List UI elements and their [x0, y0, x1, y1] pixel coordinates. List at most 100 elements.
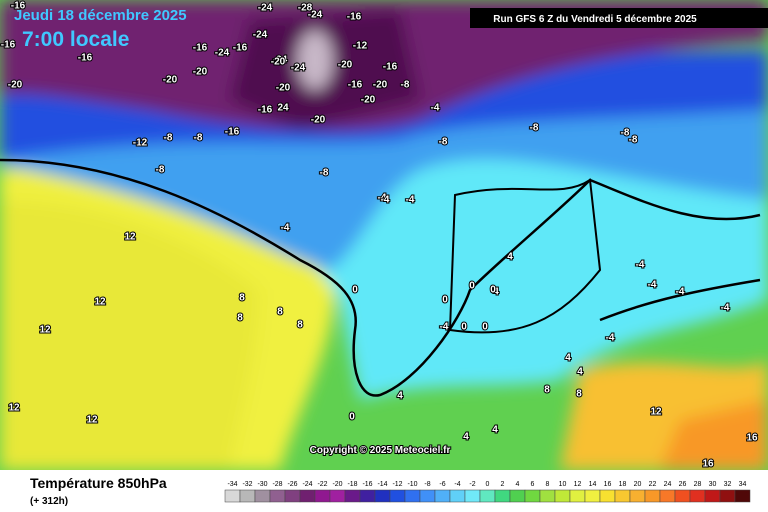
scale-label: -20: [332, 481, 342, 488]
scale-swatch: [704, 489, 721, 503]
scale-label: -2: [469, 481, 475, 488]
scale-swatch: [254, 489, 271, 503]
scale-swatch: [584, 489, 601, 503]
scale-swatch: [404, 489, 421, 503]
scale-label: 2: [501, 481, 505, 488]
contour-label: 8: [239, 293, 245, 304]
contour-label: -20: [311, 115, 326, 126]
contour-label: -4: [721, 303, 730, 314]
contour-label: -8: [439, 137, 448, 148]
scale-label: 18: [619, 481, 627, 488]
contour-label: -24: [308, 10, 323, 21]
scale-label: 30: [709, 481, 717, 488]
scale-label: -16: [362, 481, 372, 488]
scale-label: -10: [407, 481, 417, 488]
contour-label: -16: [258, 105, 273, 116]
contour-label: -12: [133, 138, 148, 149]
contour-label: 0: [490, 285, 496, 296]
contour-label: -24: [258, 3, 273, 14]
contour-label: 8: [576, 389, 582, 400]
scale-swatch: [554, 489, 571, 503]
scale-label: 0: [486, 481, 490, 488]
contour-label: 4: [577, 367, 583, 378]
contour-label: -16: [383, 62, 398, 73]
scale-swatch: [569, 489, 586, 503]
contour-label: -16: [193, 43, 208, 54]
contour-label: -20: [163, 75, 178, 86]
scale-label: 4: [516, 481, 520, 488]
contour-label: 4: [493, 287, 499, 298]
contour-label: 4: [492, 425, 498, 436]
contour-label: -8: [530, 123, 539, 134]
scale-swatch: [344, 489, 361, 503]
contour-label: -4: [440, 322, 449, 333]
contour-label: -8: [156, 165, 165, 176]
contour-label: 12: [39, 325, 51, 336]
contour-label: -16: [233, 43, 248, 54]
contour-label: 0: [442, 295, 448, 306]
scale-label: -6: [439, 481, 445, 488]
contour-label: -28: [298, 3, 313, 14]
scale-label: -34: [227, 481, 237, 488]
contour-label: -4: [406, 195, 415, 206]
scale-swatch: [689, 489, 706, 503]
scale-label: 28: [694, 481, 702, 488]
scale-swatch: [629, 489, 646, 503]
scale-label: 20: [634, 481, 642, 488]
scale-label: 22: [649, 481, 657, 488]
scale-swatch: [524, 489, 541, 503]
scale-label: 16: [604, 481, 612, 488]
scale-label: -4: [454, 481, 460, 488]
scale-label: -22: [317, 481, 327, 488]
contour-label: 12: [124, 232, 136, 243]
scale-swatch: [719, 489, 736, 503]
scale-swatch: [374, 489, 391, 503]
scale-swatch: [359, 489, 376, 503]
scale-label: 24: [664, 481, 672, 488]
contour-label: -4: [606, 333, 615, 344]
contour-label: -16: [1, 40, 16, 51]
footer-lead: (+ 312h): [30, 496, 68, 507]
scale-label: -30: [257, 481, 267, 488]
scale-label: -24: [302, 481, 312, 488]
contour-label: -4: [381, 195, 390, 206]
contour-label: 12: [86, 415, 98, 426]
scale-swatch: [734, 489, 751, 503]
contour-label: -20: [373, 80, 388, 91]
contour-label: 16: [746, 433, 758, 444]
copyright: Copyright © 2025 Meteociel.fr: [310, 445, 451, 456]
scale-swatch: [284, 489, 301, 503]
scale-swatch: [314, 489, 331, 503]
contour-label: -20: [361, 95, 376, 106]
contour-label: -4: [378, 193, 387, 204]
run: Run GFS 6 Z du Vendredi 5 décembre 2025: [493, 14, 697, 25]
scale-swatch: [539, 489, 556, 503]
contour-label: -8: [320, 168, 329, 179]
date: Jeudi 18 décembre 2025: [14, 7, 187, 24]
scale-swatch: [329, 489, 346, 503]
scale-swatch: [299, 489, 316, 503]
contour-label: 4: [507, 252, 513, 263]
contour-label: -4: [676, 287, 685, 298]
scale-label: -26: [287, 481, 297, 488]
scale-swatch: [614, 489, 631, 503]
contour-label: -8: [401, 80, 410, 91]
scale-swatch: [239, 489, 256, 503]
contour-label: 4: [397, 391, 403, 402]
scale-label: -8: [424, 481, 430, 488]
contour-label: 12: [650, 407, 662, 418]
scale-label: -18: [347, 481, 357, 488]
scale-label: -28: [272, 481, 282, 488]
scale-swatch: [674, 489, 691, 503]
scale-label: 12: [574, 481, 582, 488]
contour-label: -16: [225, 127, 240, 138]
run-box: [470, 8, 768, 28]
contour-label: -20: [276, 83, 291, 94]
contour-label: -8: [629, 135, 638, 146]
contour-label: 16: [702, 459, 714, 470]
contour-label: -8: [194, 133, 203, 144]
contour-label: -16: [11, 1, 26, 12]
scale-label: -32: [242, 481, 252, 488]
contour-label: 0: [349, 412, 355, 423]
scale-swatch: [269, 489, 286, 503]
